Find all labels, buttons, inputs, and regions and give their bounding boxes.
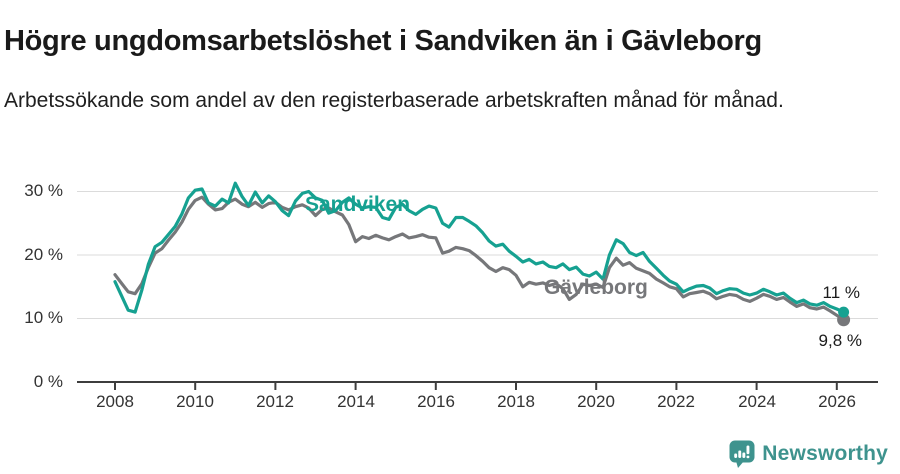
end-value-label-gavleborg: 9,8 % xyxy=(818,331,862,350)
x-tick-label-2024: 2024 xyxy=(738,392,776,411)
series-line-sandviken xyxy=(113,181,846,314)
x-tick-label-2016: 2016 xyxy=(417,392,455,411)
y-tick-label-30: 30 % xyxy=(24,181,63,200)
y-tick-label-0: 0 % xyxy=(33,372,63,391)
series-line-gavleborg xyxy=(113,195,846,322)
y-tick-label-20: 20 % xyxy=(24,245,63,264)
x-tick-label-2020: 2020 xyxy=(577,392,615,411)
x-tick-label-2014: 2014 xyxy=(337,392,375,411)
x-tick-label-2026: 2026 xyxy=(818,392,856,411)
bar-chart-speech-bubble-icon xyxy=(729,440,755,468)
end-value-label-sandviken: 11 % xyxy=(822,283,861,302)
newsworthy-logo: Newsworthy xyxy=(729,440,888,468)
series-label-gavleborg: Gävleborg xyxy=(544,276,648,299)
series-label-sandviken: Sandviken xyxy=(305,193,411,216)
end-dot-gavleborg xyxy=(837,313,851,327)
x-tick-label-2022: 2022 xyxy=(657,392,695,411)
y-tick-label-10: 10 % xyxy=(24,308,63,327)
chart-subtitle: Arbetssökande som andel av den registerb… xyxy=(4,89,784,112)
x-tick-label-2010: 2010 xyxy=(176,392,214,411)
newsworthy-brand-name: Newsworthy xyxy=(762,442,888,465)
x-tick-label-2012: 2012 xyxy=(256,392,294,411)
end-dot-sandviken xyxy=(838,306,850,318)
x-tick-label-2018: 2018 xyxy=(497,392,535,411)
chart-title: Högre ungdomsarbetslöshet i Sandviken än… xyxy=(4,25,762,58)
x-tick-label-2008: 2008 xyxy=(96,392,134,411)
